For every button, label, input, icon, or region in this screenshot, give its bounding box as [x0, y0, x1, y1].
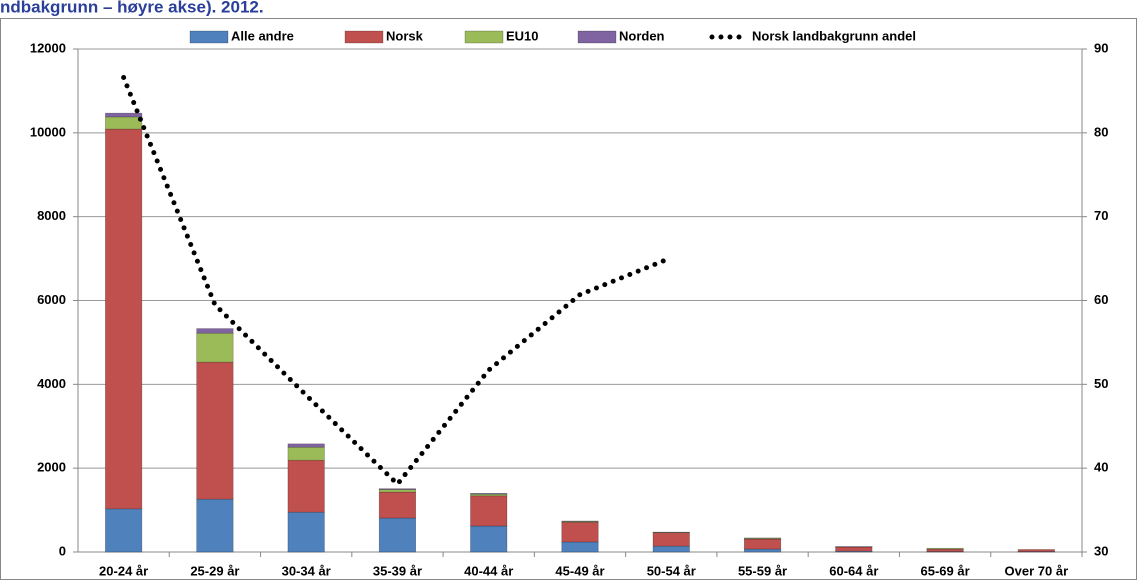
y2-tick-label: 30	[1094, 543, 1108, 558]
y2-tick-label: 80	[1094, 124, 1108, 139]
bar-segment	[926, 548, 964, 552]
bar-segment	[926, 547, 964, 550]
x-tick-label: 25-29 år	[190, 563, 239, 578]
bar-segment	[196, 361, 234, 500]
x-tick-label: 65-69 år	[921, 563, 970, 578]
y-tick-label: 12000	[30, 40, 66, 55]
bar-segment	[287, 446, 325, 461]
legend-label: Norsk	[386, 28, 424, 43]
x-tick-label: 35-39 år	[373, 563, 422, 578]
bar-segment	[196, 332, 234, 363]
bar-segment	[1017, 549, 1055, 552]
y-tick-label: 0	[59, 543, 66, 558]
legend-label: Norden	[619, 28, 665, 43]
bar-segment	[743, 548, 782, 553]
y2-tick-label: 60	[1094, 292, 1108, 307]
y2-tick-label: 40	[1094, 460, 1108, 475]
y-tick-label: 4000	[37, 376, 66, 391]
bar-segment	[105, 116, 143, 130]
bar-segment	[196, 328, 234, 334]
bar-segment	[196, 498, 234, 553]
bar-segment	[652, 545, 690, 553]
y2-tick-label: 90	[1094, 40, 1108, 55]
bar-segment	[105, 112, 143, 118]
y-tick-label: 2000	[37, 460, 66, 475]
bar-segment	[561, 521, 599, 543]
y2-tick-label: 70	[1094, 208, 1108, 223]
y-tick-label: 8000	[37, 208, 66, 223]
bar-segment	[378, 517, 417, 553]
x-tick-label: Over 70 år	[1005, 563, 1069, 578]
bar-segment	[378, 489, 417, 493]
x-tick-label: 45-49 år	[555, 563, 604, 578]
bar-segment	[378, 491, 417, 519]
bar-segment	[287, 511, 325, 553]
bar-segment	[652, 532, 690, 547]
bar-segment	[470, 525, 508, 553]
bar-segment	[378, 488, 417, 490]
x-tick-label: 20-24 år	[99, 563, 148, 578]
legend-label: Norsk landbakgrunn andel	[752, 28, 916, 43]
line-series	[121, 75, 674, 488]
y-tick-label: 6000	[37, 292, 66, 307]
legend-label: Alle andre	[231, 28, 294, 43]
legend-swatch	[344, 30, 384, 44]
bar-segment	[743, 538, 782, 550]
bar-segment	[835, 546, 873, 552]
legend-swatch	[464, 30, 504, 44]
legend-label: EU10	[506, 28, 539, 43]
legend-swatch	[577, 30, 617, 44]
bar-segment	[105, 128, 143, 510]
bar-segment	[287, 443, 325, 448]
x-tick-label: 55-59 år	[738, 563, 787, 578]
x-tick-label: 50-54 år	[647, 563, 696, 578]
x-tick-label: 30-34 år	[282, 563, 331, 578]
y-tick-label: 10000	[30, 124, 66, 139]
bar-segment	[105, 508, 143, 553]
bar-segment	[287, 459, 325, 513]
bar-segment	[470, 493, 508, 495]
chart-title: ndbakgrunn – høyre akse). 2012.	[0, 0, 264, 16]
bar-segment	[835, 550, 873, 553]
x-tick-label: 40-44 år	[464, 563, 513, 578]
chart-frame	[0, 18, 1137, 580]
bar-segment	[561, 541, 599, 553]
x-tick-label: 60-64 år	[829, 563, 878, 578]
legend-swatch	[189, 30, 229, 44]
bar-segment	[470, 495, 508, 527]
y2-tick-label: 50	[1094, 376, 1108, 391]
